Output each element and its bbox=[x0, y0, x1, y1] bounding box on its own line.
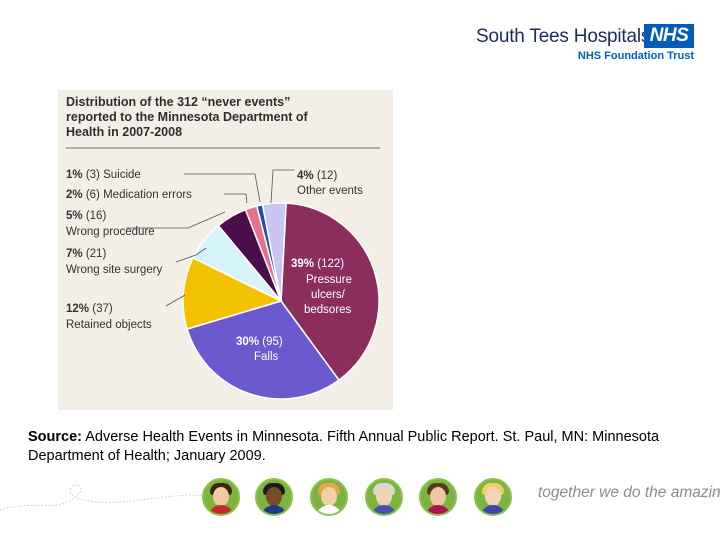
pct-other: 4% bbox=[297, 170, 314, 182]
label-wrong-site-pct: 7% (21) bbox=[66, 248, 106, 260]
leader-other bbox=[270, 169, 294, 204]
chart-title-line-3: Health in 2007-2008 bbox=[66, 125, 182, 139]
source-text: Adverse Health Events in Minnesota. Fift… bbox=[28, 429, 660, 464]
pie-slice-other-events bbox=[261, 202, 287, 302]
pct-pressure: 39% bbox=[291, 258, 314, 270]
count-retained: (37) bbox=[92, 303, 113, 315]
leader-suicide bbox=[184, 173, 261, 203]
count-other: (12) bbox=[317, 170, 338, 182]
label-pressure-pct: 39% (122) bbox=[291, 258, 344, 270]
org-name: South Tees Hospitals bbox=[476, 26, 651, 47]
count-falls: (95) bbox=[262, 336, 283, 348]
name-other: Other events bbox=[297, 185, 363, 197]
name-wrong-procedure: Wrong procedure bbox=[66, 226, 155, 238]
pct-retained: 12% bbox=[66, 303, 89, 315]
count-suicide: (3) bbox=[86, 169, 100, 181]
avatar bbox=[365, 478, 403, 516]
pie-slice-pressure-ulcers-bedsores bbox=[280, 202, 380, 382]
label-retained-pct: 12% (37) bbox=[66, 303, 113, 315]
nhs-badge: NHS bbox=[644, 24, 694, 48]
pct-falls: 30% bbox=[236, 336, 259, 348]
leader-wrong-procedure bbox=[126, 211, 226, 229]
pie-chart: Distribution of the 312 “never events” r… bbox=[66, 95, 380, 400]
tagline: together we do the amazing bbox=[538, 484, 720, 501]
count-medication: (6) bbox=[86, 189, 100, 201]
avatar bbox=[474, 478, 512, 516]
label-suicide: 1% (3) Suicide bbox=[66, 169, 141, 181]
label-wrong-procedure-pct: 5% (16) bbox=[66, 210, 106, 222]
name-retained: Retained objects bbox=[66, 319, 152, 331]
chart-panel: Distribution of the 312 “never events” r… bbox=[58, 90, 393, 410]
label-falls-pct: 30% (95) bbox=[236, 336, 283, 348]
name-pressure-2: ulcers/ bbox=[311, 289, 346, 301]
name-wrong-site: Wrong site surgery bbox=[66, 264, 163, 276]
name-pressure-1: Pressure bbox=[306, 274, 352, 286]
pct-suicide: 1% bbox=[66, 169, 83, 181]
name-suicide: Suicide bbox=[103, 169, 141, 181]
leader-retained bbox=[165, 294, 186, 307]
source-citation: Source: Adverse Health Events in Minneso… bbox=[28, 428, 698, 466]
trust-logo: South Tees Hospitals NHS NHS Foundation … bbox=[476, 22, 696, 66]
count-pressure: (122) bbox=[317, 258, 344, 270]
count-wrong-procedure: (16) bbox=[86, 210, 107, 222]
pie-slice-retained-objects bbox=[182, 256, 284, 330]
pie-slices bbox=[182, 202, 380, 400]
label-other-pct: 4% (12) bbox=[297, 170, 337, 182]
chart-title-line-1: Distribution of the 312 “never events” bbox=[66, 95, 290, 109]
source-label: Source: bbox=[28, 429, 82, 445]
leader-medication bbox=[224, 193, 248, 204]
leader-wrong-site bbox=[175, 247, 207, 263]
pie-slice-falls bbox=[186, 300, 340, 400]
count-wrong-site: (21) bbox=[86, 248, 107, 260]
footer-swoosh bbox=[0, 484, 720, 511]
avatar bbox=[419, 478, 457, 516]
avatar bbox=[202, 478, 240, 516]
name-medication: Medication errors bbox=[103, 189, 192, 201]
name-falls: Falls bbox=[254, 351, 279, 363]
trust-subtitle: NHS Foundation Trust bbox=[577, 50, 694, 62]
label-medication: 2% (6) Medication errors bbox=[66, 189, 192, 201]
name-pressure-3: bedsores bbox=[304, 304, 352, 316]
pct-medication: 2% bbox=[66, 189, 83, 201]
pct-wrong-procedure: 5% bbox=[66, 210, 83, 222]
chart-title-line-2: reported to the Minnesota Department of bbox=[66, 110, 309, 124]
pct-wrong-site: 7% bbox=[66, 248, 83, 260]
avatar bbox=[255, 478, 293, 516]
avatar bbox=[310, 478, 348, 516]
